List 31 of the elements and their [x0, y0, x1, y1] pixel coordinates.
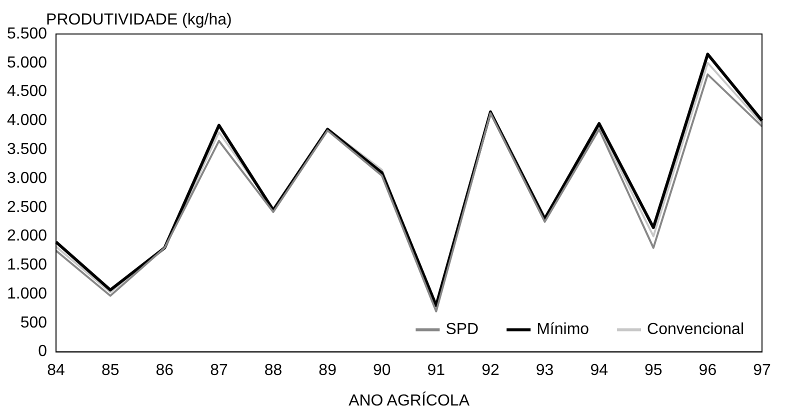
- y-tick-label: 3.500: [6, 140, 48, 158]
- y-tick-label: 5.500: [6, 25, 48, 42]
- x-tick-label: 92: [482, 362, 500, 379]
- x-tick-label: 87: [210, 362, 228, 379]
- x-tick-label: 90: [372, 362, 391, 379]
- x-tick-label: 93: [536, 362, 554, 379]
- y-tick-label: 2.000: [6, 228, 48, 245]
- legend-label: Mínimo: [536, 321, 590, 338]
- y-tick-label: 4.000: [6, 112, 48, 130]
- x-tick-label: 97: [753, 362, 771, 379]
- legend-label: SPD: [446, 321, 479, 338]
- y-tick-label: 500: [20, 314, 48, 332]
- x-tick-label: 85: [101, 362, 120, 379]
- x-tick-label: 86: [156, 362, 174, 379]
- x-tick-label: 88: [264, 362, 282, 379]
- x-tick-label: 96: [698, 362, 717, 379]
- x-tick-label: 89: [318, 362, 337, 379]
- y-tick-label: 1.500: [6, 256, 48, 274]
- y-axis-title: PRODUTIVIDADE (kg/ha): [46, 11, 232, 28]
- x-tick-label: 84: [47, 362, 66, 379]
- y-tick-label: 5.000: [6, 54, 48, 72]
- legend-label: Convencional: [647, 321, 744, 338]
- x-tick-label: 95: [644, 362, 662, 379]
- x-tick-label: 94: [590, 362, 608, 379]
- y-tick-label: 1.000: [6, 285, 48, 302]
- x-axis-title: ANO AGRÍCOLA: [348, 391, 470, 410]
- x-tick-label: 91: [427, 362, 446, 379]
- y-tick-label: 3.000: [6, 170, 48, 187]
- y-tick-label: 2.500: [6, 198, 48, 216]
- y-tick-label: 4.500: [6, 83, 48, 100]
- y-tick-label: 0: [38, 343, 48, 360]
